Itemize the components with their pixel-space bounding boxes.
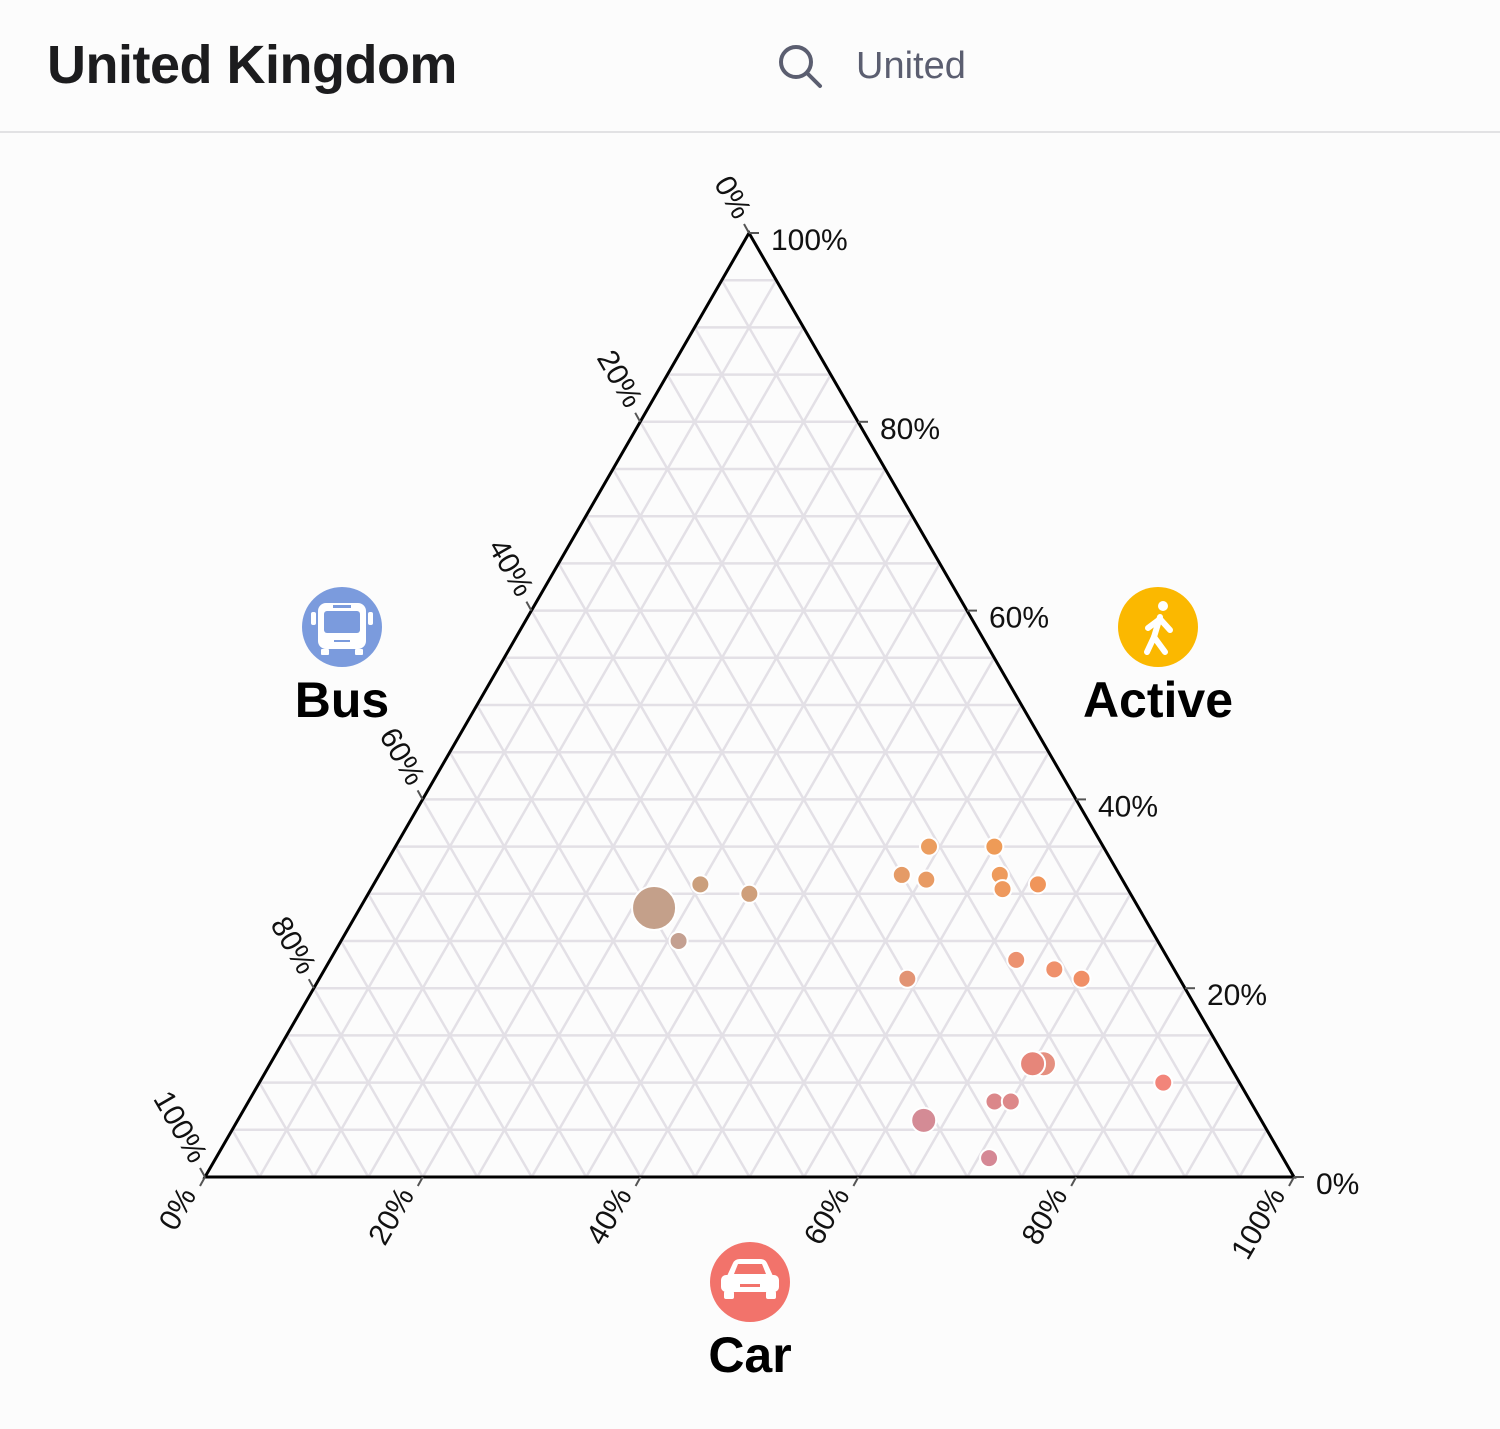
data-point: [891, 864, 912, 885]
data-point: [739, 883, 760, 904]
walking-person-icon: [1144, 601, 1173, 655]
data-point: [984, 836, 1005, 857]
data-point: [1027, 874, 1048, 895]
grid-line-car: [966, 893, 1132, 1178]
grid: [231, 278, 1268, 1178]
grid-line-bus: [475, 704, 751, 1178]
grid-line-car: [802, 751, 1050, 1178]
car-tick-label: 40%: [580, 1182, 639, 1251]
bus-tick-mark: [416, 789, 424, 800]
active-tick-label: 100%: [771, 224, 848, 257]
active-tick-label: 20%: [1207, 979, 1267, 1012]
car-tick-label: 100%: [1225, 1182, 1292, 1265]
grid-line-bus: [448, 751, 697, 1178]
active-tick-label: 60%: [989, 602, 1049, 635]
grid-line-bus: [611, 468, 1023, 1178]
car-tick-label: 20%: [362, 1182, 421, 1251]
bus-tick-mark: [525, 601, 533, 612]
data-point: [631, 884, 678, 931]
bus-tick-mark: [199, 1167, 206, 1178]
car-tick-label: 0%: [153, 1182, 203, 1236]
active-label: Active: [1083, 672, 1233, 728]
grid-line-bus: [312, 987, 424, 1178]
grid-line-car: [476, 468, 887, 1178]
car-tick-mark: [852, 1176, 860, 1187]
grid-line-bus: [231, 1129, 261, 1178]
grid-line-bus: [421, 798, 642, 1178]
active-axis-label: Active: [1083, 587, 1233, 728]
bus-tick-label: 20%: [590, 345, 649, 414]
data-point: [1000, 1091, 1021, 1112]
bus-icon: [311, 603, 373, 655]
grid-line-car: [367, 373, 832, 1178]
grid-line-car: [1129, 1034, 1214, 1178]
search-input[interactable]: United: [856, 44, 966, 87]
grid-line-car: [748, 704, 1023, 1178]
grid-line-car: [258, 279, 778, 1178]
data-point: [916, 869, 937, 890]
car-tick-mark: [199, 1176, 206, 1187]
bus-tick-mark: [307, 978, 315, 989]
grid-line-car: [857, 798, 1078, 1178]
grid-line-bus: [339, 940, 479, 1178]
car-tick-label: 80%: [1016, 1182, 1075, 1251]
grid-line-bus: [285, 1034, 370, 1178]
data-point: [979, 1148, 1000, 1169]
active-tick-label: 80%: [880, 413, 940, 446]
grid-line-car: [1184, 1081, 1241, 1178]
data-point: [1071, 968, 1092, 989]
bus-tick-label: 0%: [707, 170, 757, 224]
grid-line-car: [1020, 940, 1159, 1178]
car-tick-label: 60%: [798, 1182, 857, 1251]
grid-line-bus: [557, 562, 914, 1178]
grid-line-car: [585, 562, 941, 1178]
active-tick-label: 0%: [1316, 1168, 1359, 1201]
bus-tick-label: 80%: [264, 911, 323, 980]
grid-line-car: [1238, 1129, 1268, 1178]
car-tick-mark: [634, 1176, 642, 1187]
data-point: [1006, 949, 1027, 970]
data-point: [1153, 1072, 1174, 1093]
grid-line-bus: [258, 1081, 315, 1178]
data-points: [631, 836, 1174, 1169]
bus-label: Bus: [295, 672, 389, 728]
bus-tick-label: 60%: [373, 722, 432, 791]
car-tick-mark: [1288, 1176, 1295, 1187]
data-point: [690, 874, 711, 895]
bus-axis-label: Bus: [295, 587, 389, 728]
grid-line-bus: [367, 893, 533, 1178]
data-point: [919, 836, 940, 857]
bus-tick-mark: [743, 223, 750, 234]
data-point: [984, 1091, 1005, 1112]
grid-line-car: [1075, 987, 1187, 1178]
data-point: [992, 879, 1013, 900]
page-title: United Kingdom: [47, 35, 457, 95]
bus-tick-label: 100%: [147, 1086, 214, 1169]
car-label: Car: [708, 1327, 791, 1383]
grid-line-bus: [666, 373, 1132, 1178]
car-axis-label: Car: [708, 1242, 792, 1383]
car-icon: [721, 1259, 779, 1299]
data-point: [668, 931, 689, 951]
car-tick-mark: [416, 1176, 424, 1187]
bus-tick-label: 40%: [481, 534, 540, 603]
data-point: [1019, 1050, 1047, 1078]
bus-tick-mark: [634, 412, 642, 423]
header-bar: United Kingdom United: [0, 0, 1500, 133]
grid-line-car: [911, 845, 1105, 1178]
search-box[interactable]: United: [776, 40, 966, 92]
data-point: [897, 968, 918, 989]
data-point: [910, 1106, 938, 1134]
grid-line-car: [693, 657, 996, 1178]
data-point: [1044, 959, 1065, 980]
search-icon[interactable]: [776, 42, 824, 90]
active-tick-label: 40%: [1098, 790, 1158, 823]
grid-line-bus: [394, 845, 588, 1178]
car-tick-mark: [1070, 1176, 1078, 1187]
triangle-frame: [202, 229, 1297, 1179]
grid-line-bus: [720, 279, 1241, 1178]
